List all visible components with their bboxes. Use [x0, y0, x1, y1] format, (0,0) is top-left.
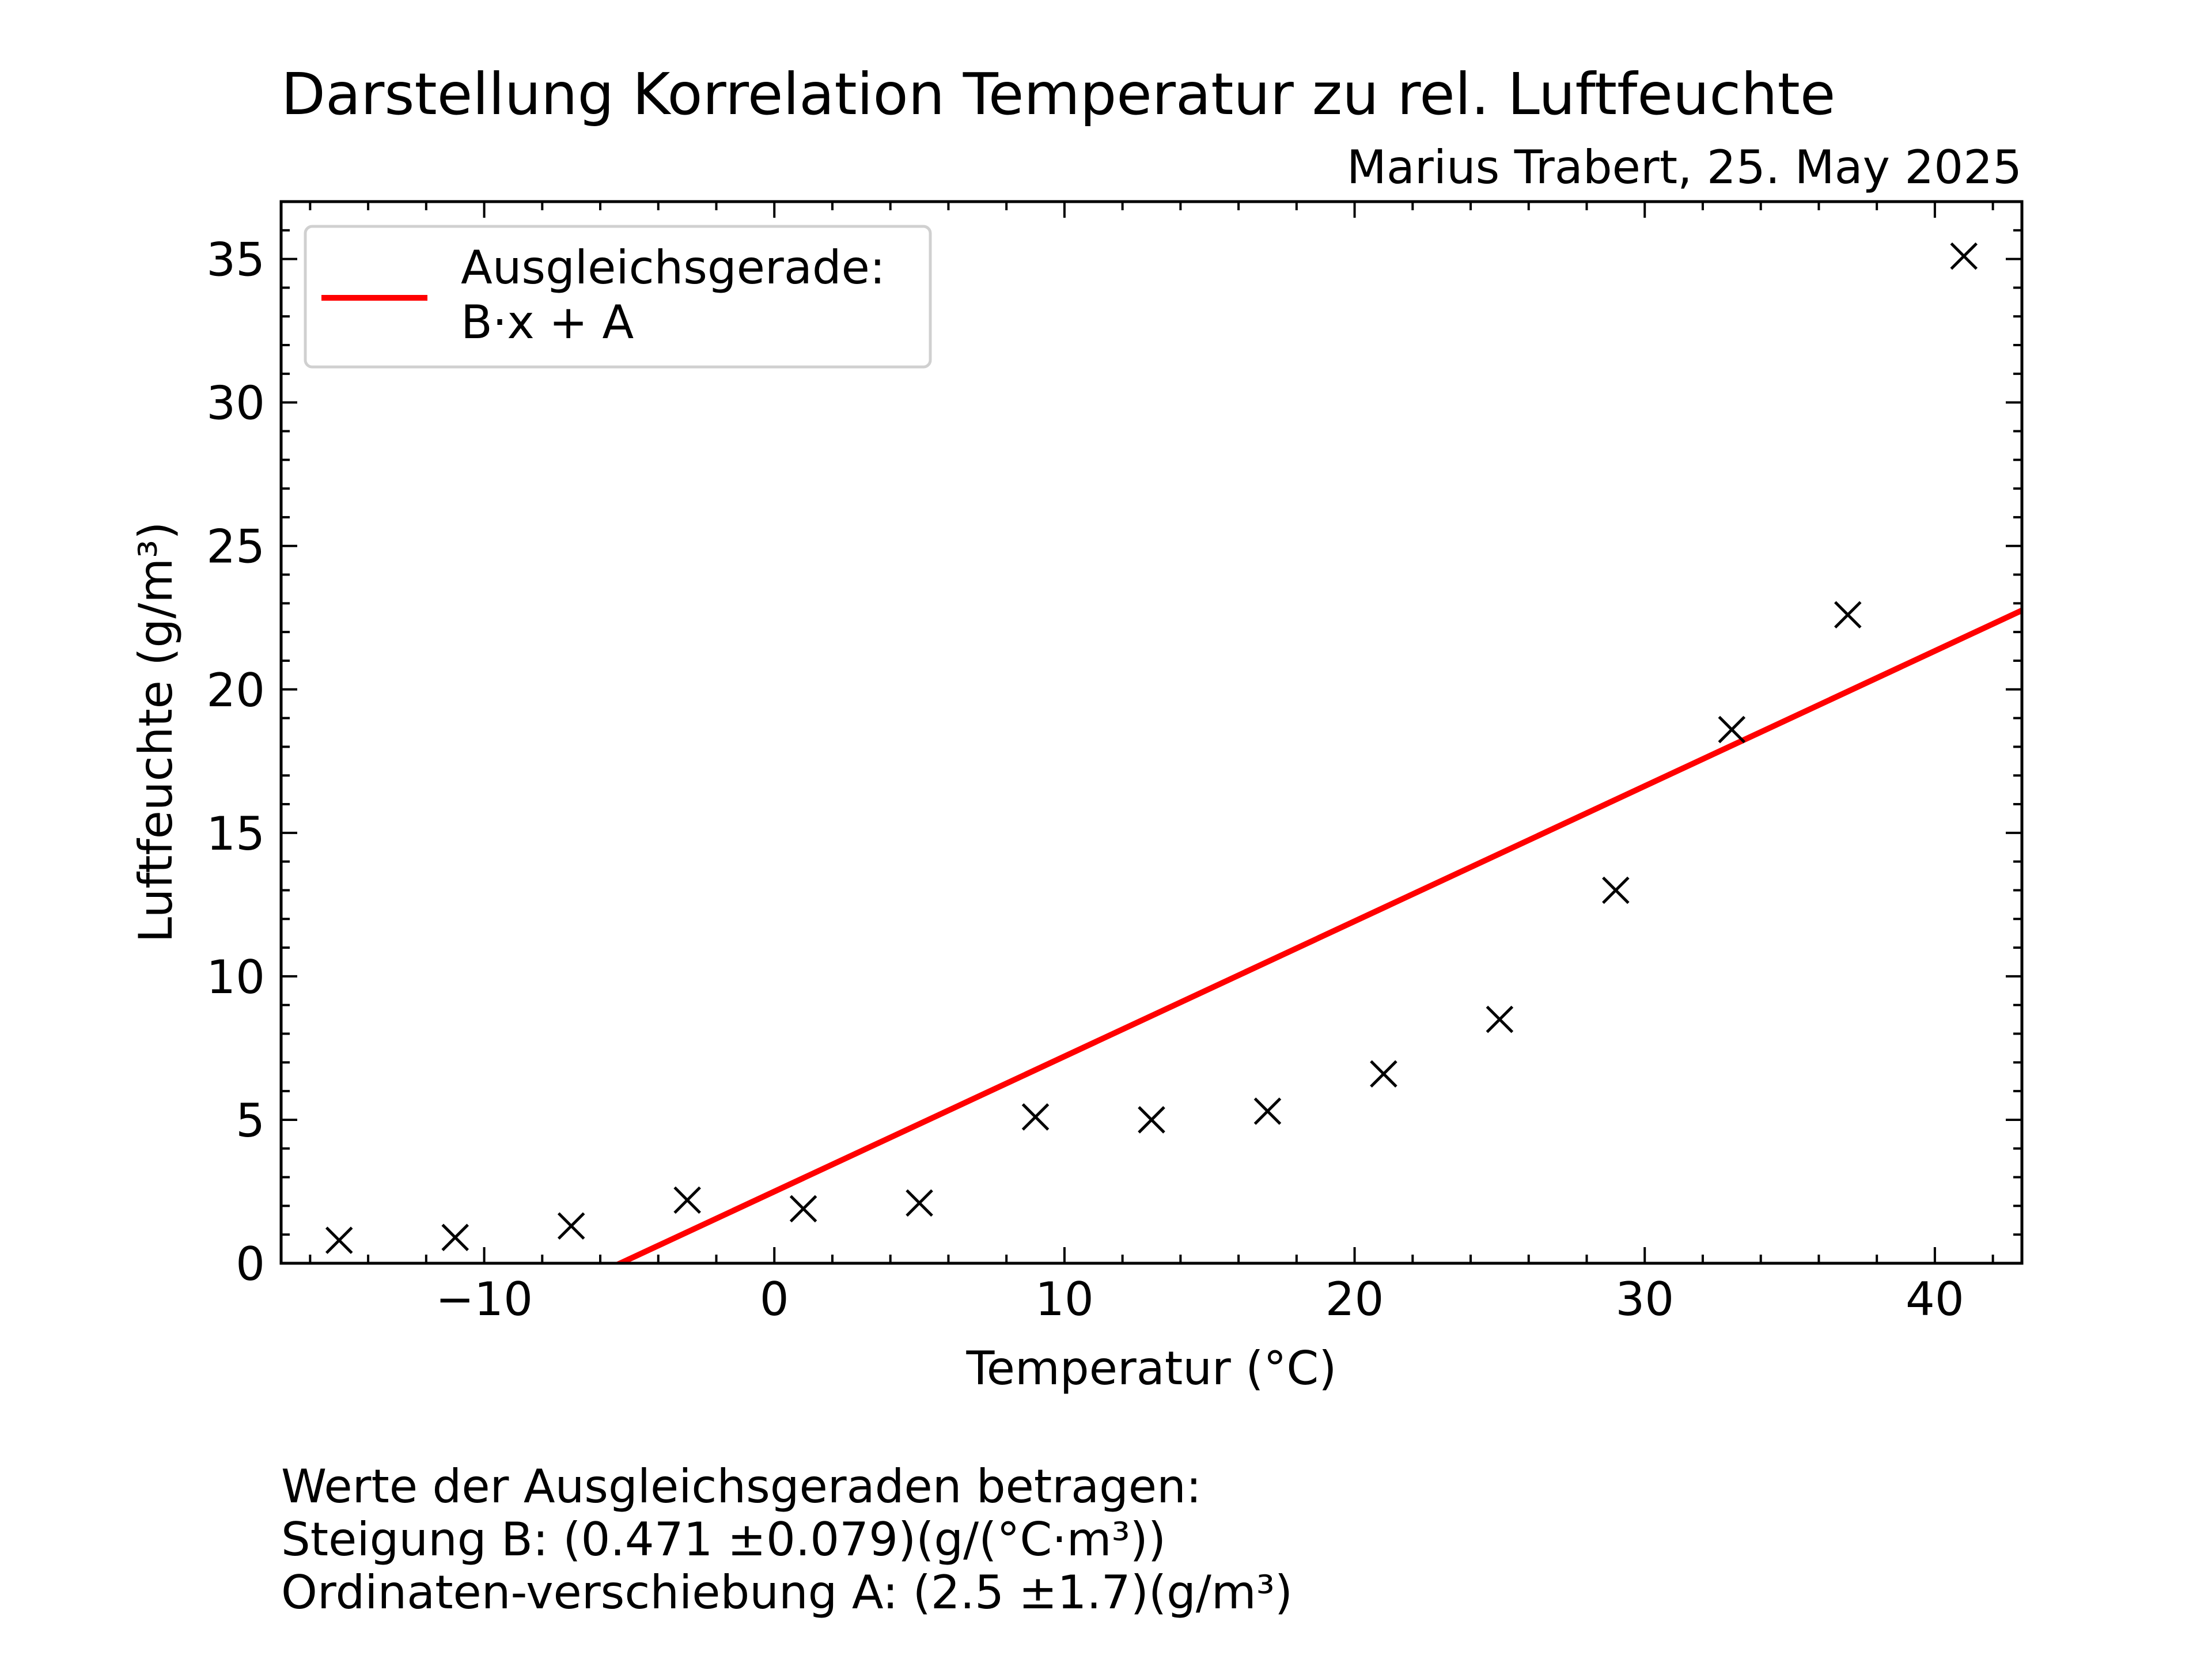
data-point	[1950, 242, 1978, 270]
notes-heading: Werte der Ausgleichsgeraden betragen:	[281, 1460, 1202, 1513]
data-point	[557, 1212, 585, 1240]
x-tick-label: 30	[1615, 1272, 1674, 1326]
x-tick-label: 40	[1906, 1272, 1964, 1326]
fit-line-layer	[613, 608, 2022, 1263]
data-point	[1718, 715, 1746, 744]
y-tick-label: 25	[206, 520, 265, 574]
legend: Ausgleichsgerade: B·x + A	[304, 225, 932, 369]
data-point	[906, 1189, 933, 1217]
y-tick-label: 5	[236, 1094, 265, 1147]
x-tick-label: 10	[1035, 1272, 1094, 1326]
plot-area-frame	[279, 200, 2024, 1265]
data-point	[1370, 1060, 1397, 1088]
y-tick-label: 15	[206, 807, 265, 861]
axis-ticks-layer: −10 0 10 20 30 40 0 5 10 15 20 25 30 35	[206, 200, 2022, 1326]
fit-line	[613, 608, 2022, 1263]
data-point	[325, 1226, 353, 1254]
data-point	[1021, 1103, 1050, 1131]
x-tick-label: 0	[760, 1272, 789, 1326]
y-tick-label: 30	[206, 377, 265, 430]
y-tick-label: 10	[206, 950, 265, 1004]
y-tick-label: 0	[236, 1237, 265, 1291]
x-tick-label: 20	[1325, 1272, 1384, 1326]
data-point	[673, 1186, 701, 1214]
fit-results-notes: Werte der Ausgleichsgeraden betragen: St…	[281, 1460, 1293, 1619]
legend-label-line2: B·x + A	[461, 296, 634, 349]
chart-subtitle: Marius Trabert, 25. May 2025	[1347, 141, 2022, 194]
data-point	[1602, 876, 1630, 904]
y-tick-label: 35	[206, 233, 265, 287]
data-point	[1138, 1106, 1165, 1134]
data-point	[789, 1195, 817, 1223]
notes-slope: Steigung B: (0.471 ±0.079)(g/(°C·m³))	[281, 1513, 1166, 1566]
data-points-layer	[325, 242, 1978, 1254]
data-point	[441, 1224, 469, 1251]
legend-box	[304, 225, 932, 369]
data-point	[1253, 1097, 1282, 1125]
chart-title: Darstellung Korrelation Temperatur zu re…	[281, 60, 1835, 128]
x-tick-label: −10	[435, 1272, 533, 1326]
data-point	[1486, 1005, 1514, 1033]
legend-label-line1: Ausgleichsgerade:	[461, 241, 885, 294]
notes-intercept: Ordinaten-verschiebung A: (2.5 ±1.7)(g/m…	[281, 1566, 1293, 1619]
y-axis-label: Luftfeuchte (g/m³)	[129, 522, 183, 943]
data-point	[1834, 601, 1862, 629]
x-axis-label: Temperatur (°C)	[965, 1342, 1336, 1395]
y-tick-label: 20	[206, 664, 265, 717]
